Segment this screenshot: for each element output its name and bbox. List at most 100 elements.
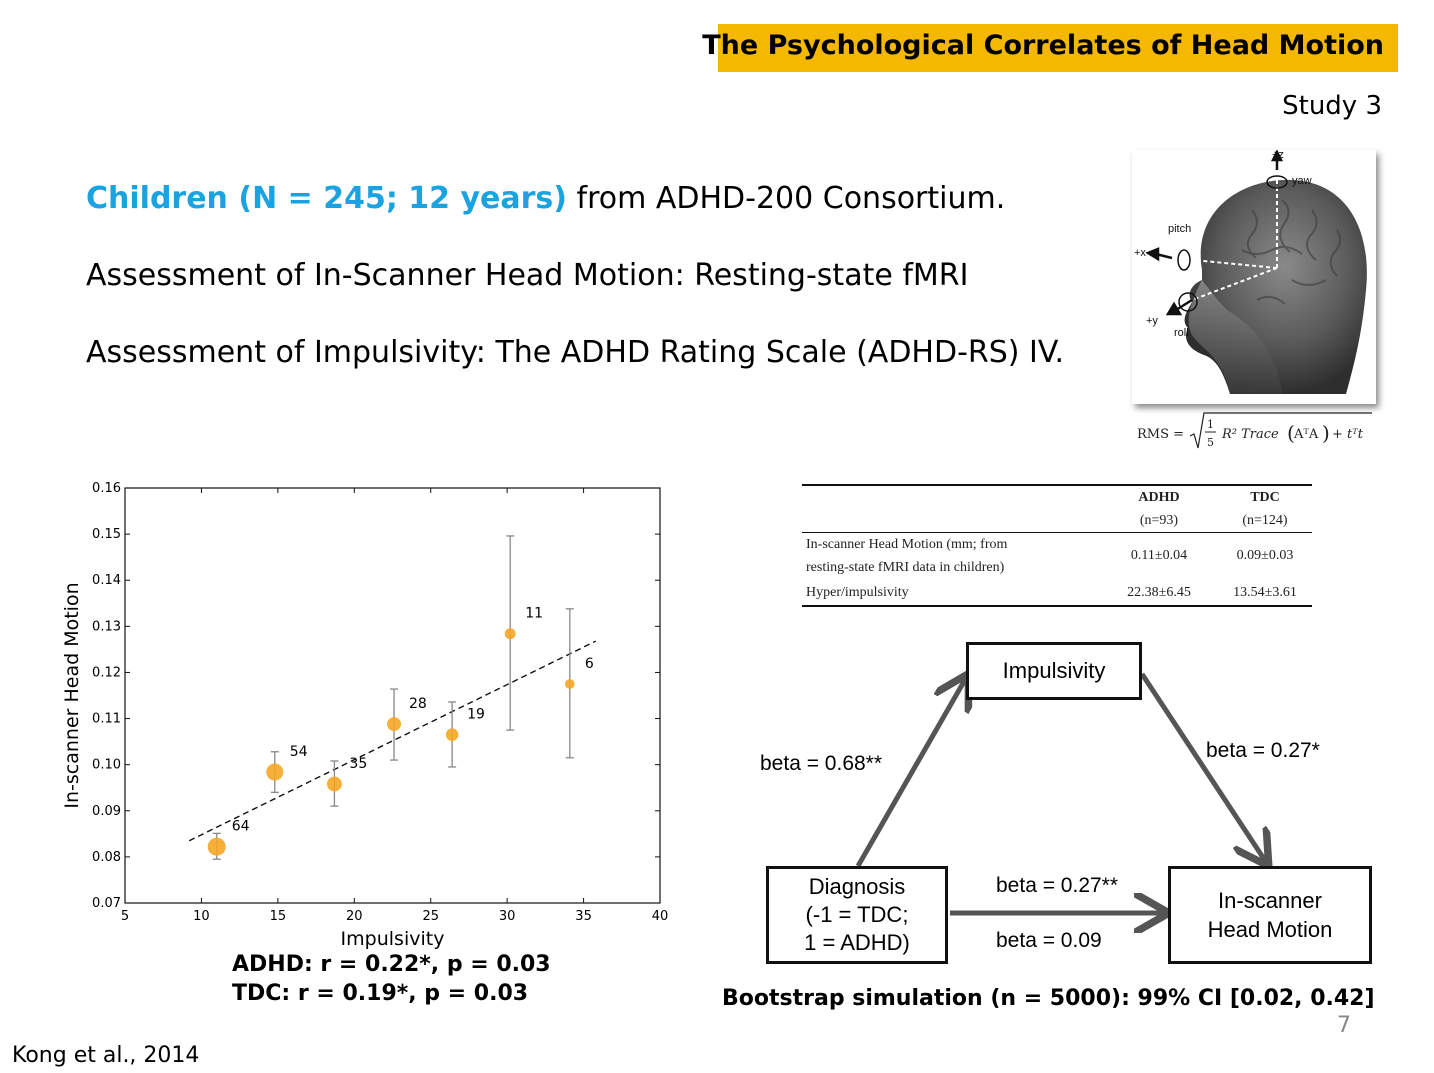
point-n-label: 64 — [232, 819, 250, 835]
x-tick-label: 25 — [422, 909, 439, 924]
formula-frac-den: 5 — [1207, 436, 1214, 449]
table-row2-adhd: 22.38±6.45 — [1127, 584, 1191, 600]
table-row2-label: Hyper/impulsivity — [806, 584, 909, 600]
data-point — [504, 628, 516, 640]
table-row1-label-a: In-scanner Head Motion (mm; from — [806, 537, 1008, 553]
citation: Kong et al., 2014 — [12, 1043, 200, 1068]
descriptive-stats-table: ADHD TDC (n=93) (n=124) In-scanner Head … — [802, 486, 1312, 607]
point-n-label: 54 — [290, 744, 308, 760]
rms-formula-svg: RMS = 1 5 R² Trace AᵀA + tᵀt ( ) — [1137, 412, 1372, 449]
y-axis-label: In-scanner Head Motion — [61, 582, 83, 808]
predictor-label-3: 1 = ADHD) — [804, 930, 910, 955]
sqrt-sign — [1189, 412, 1372, 449]
face-shape — [1188, 280, 1282, 394]
bullet-head-motion: Assessment of In-Scanner Head Motion: Re… — [86, 258, 969, 293]
participants-highlight: Children (N = 245; 12 years) — [86, 181, 567, 216]
table-header-adhd: ADHD — [1138, 490, 1180, 505]
data-point — [387, 717, 401, 732]
axis-arrows — [1145, 149, 1284, 316]
arrow-impulsivity-to-motion — [1139, 672, 1266, 862]
table-row1-adhd: 0.11±0.04 — [1130, 548, 1188, 564]
impulsivity-scatter-chart: 5 10 15 20 25 30 35 40 0.07 0.08 0.09 0.10 0.11 0.12 0… — [61, 481, 669, 950]
participants-source: from ADHD-200 Consortium. — [566, 181, 1006, 216]
table-row1-label-b: resting-state fMRI data in children) — [806, 560, 1005, 575]
y-tick-label: 0.07 — [92, 896, 121, 911]
table-row1-tdc: 0.09±0.03 — [1236, 548, 1294, 564]
mediator-box-impulsivity: Impulsivity — [966, 642, 1142, 700]
axis-label-y: +y — [1146, 315, 1158, 327]
table-row2-tdc: 13.54±3.61 — [1233, 584, 1297, 600]
axis-label-x: +x — [1134, 247, 1146, 259]
x-tick-label: 40 — [652, 909, 669, 924]
rotation-label-roll: roll — [1174, 327, 1189, 339]
mediator-label: Impulsivity — [1002, 658, 1106, 683]
descriptive-table: ADHD TDC (n=93) (n=124) In-scanner Head … — [802, 480, 1312, 630]
table-n-adhd: (n=93) — [1139, 512, 1179, 528]
arrow-diagnosis-to-impulsivity — [855, 678, 966, 868]
point-n-label: 11 — [525, 606, 543, 622]
y-tick-label: 0.16 — [92, 481, 121, 496]
x-tick-label: 10 — [193, 909, 210, 924]
fit-line — [188, 640, 597, 842]
predictor-label-2: (-1 = TDC; — [805, 902, 909, 927]
predictor-label-1: Diagnosis — [808, 874, 906, 899]
beta-path-c: beta = 0.27** — [996, 874, 1119, 897]
point-n-label: 19 — [467, 707, 485, 723]
x-tick-label: 35 — [575, 909, 592, 924]
page-number: 7 — [1337, 1013, 1351, 1038]
beta-path-b: beta = 0.27* — [1206, 739, 1320, 762]
bullet-impulsivity: Assessment of Impulsivity: The ADHD Rati… — [86, 335, 1065, 370]
paren-right: ) — [1322, 421, 1330, 445]
bootstrap-result: Bootstrap simulation (n = 5000): 99% CI … — [722, 986, 1375, 1011]
data-point — [266, 763, 284, 781]
brain-folds — [1241, 199, 1342, 305]
y-tick-label: 0.11 — [92, 712, 121, 727]
x-tick-label: 15 — [270, 909, 287, 924]
data-point — [445, 728, 459, 741]
data-point — [564, 679, 575, 689]
rotation-label-pitch: pitch — [1168, 223, 1191, 235]
point-n-label: 6 — [585, 656, 594, 672]
rotation-arrows — [1177, 175, 1288, 312]
head-diagram: +z yaw pitch +x +y roll — [1134, 149, 1367, 394]
y-tick-label: 0.13 — [92, 619, 121, 634]
y-tick-label: 0.12 — [92, 665, 121, 680]
point-n-label: 28 — [409, 696, 427, 712]
title-bar: The Psychological Correlates of Head Mot… — [702, 24, 1398, 72]
stat-adhd: ADHD: r = 0.22*, p = 0.03 — [232, 952, 551, 977]
outcome-label-2: Head Motion — [1207, 917, 1333, 942]
y-tick-label: 0.15 — [92, 527, 121, 542]
rms-formula: RMS = 1 5 R² Trace AᵀA + tᵀt ( ) — [1132, 408, 1382, 453]
paren-left: ( — [1287, 421, 1295, 445]
data-point — [207, 837, 226, 856]
table-header-tdc: TDC — [1250, 490, 1280, 505]
x-tick-label: 20 — [346, 909, 363, 924]
slide-title: The Psychological Correlates of Head Mot… — [702, 30, 1384, 61]
data-point — [326, 776, 342, 792]
x-tick-label: 5 — [121, 909, 129, 924]
axis-label-z: +z — [1272, 150, 1284, 161]
point-n-label: 35 — [349, 756, 367, 772]
stat-tdc: TDC: r = 0.19*, p = 0.03 — [232, 981, 529, 1006]
outcome-label-1: In-scanner — [1218, 888, 1322, 913]
x-axis-label: Impulsivity — [341, 928, 445, 950]
y-tick-label: 0.14 — [92, 573, 121, 588]
y-tick-label: 0.08 — [92, 850, 121, 865]
x-tick-label: 30 — [499, 909, 516, 924]
head-shape — [1184, 179, 1367, 394]
formula-frac-num: 1 — [1207, 418, 1214, 431]
head-motion-figure: +z yaw pitch +x +y roll — [1132, 149, 1376, 404]
plot-frame — [124, 487, 661, 904]
rotation-label-yaw: yaw — [1292, 175, 1312, 187]
y-tick-label: 0.09 — [92, 804, 121, 819]
predictor-box-diagnosis: Diagnosis (-1 = TDC; 1 = ADHD) — [766, 866, 948, 964]
bullet-participants: Children (N = 245; 12 years) from ADHD-2… — [86, 181, 1005, 216]
beta-path-a: beta = 0.68** — [760, 752, 883, 775]
formula-matrix: AᵀA — [1293, 427, 1319, 442]
outcome-box-head-motion: In-scanner Head Motion — [1168, 866, 1372, 964]
y-tick-label: 0.10 — [92, 758, 121, 773]
study-label: Study 3 — [1282, 91, 1382, 121]
mediation-arrows — [855, 636, 1400, 976]
formula-body: R² Trace — [1221, 427, 1279, 442]
beta-path-c-prime: beta = 0.09 — [996, 929, 1102, 952]
